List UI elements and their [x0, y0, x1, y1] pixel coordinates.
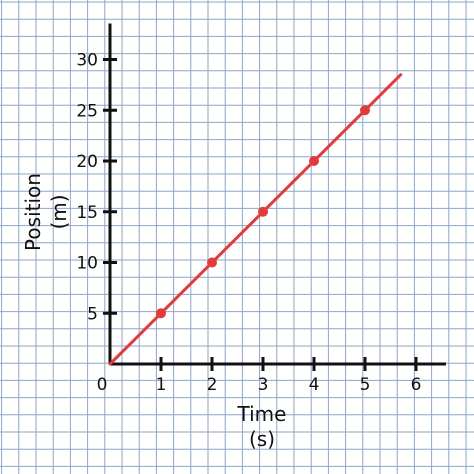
x-tick-label: 5	[360, 375, 371, 395]
x-tick-label: 1	[156, 375, 167, 395]
data-point	[360, 105, 370, 116]
data-point	[207, 257, 217, 268]
axis-titles: Time (s) Position (m)	[21, 173, 286, 451]
y-tick-label: 15	[76, 203, 98, 223]
y-tick-label: 30	[76, 51, 98, 71]
axes	[108, 23, 446, 366]
series-line	[108, 73, 403, 366]
x-axis-unit: (s)	[249, 427, 275, 451]
data-point	[309, 156, 319, 166]
y-axis-unit: (m)	[47, 194, 71, 229]
series	[108, 73, 403, 366]
data-point	[156, 308, 166, 319]
x-axis-title: Time	[237, 402, 287, 426]
y-ticks: 5 10 15 20 25 30	[76, 51, 117, 324]
x-ticks: 1 2 3 4 5 6	[156, 357, 422, 395]
y-tick-label: 20	[76, 152, 98, 172]
x-tick-label: 6	[411, 375, 422, 395]
origin-label: 0	[97, 375, 108, 395]
data-point	[258, 206, 268, 217]
x-tick-label: 4	[309, 375, 320, 395]
y-axis-title: Position	[21, 173, 45, 251]
x-tick-label: 3	[258, 375, 269, 395]
y-tick-label: 10	[76, 254, 98, 274]
y-tick-label: 25	[76, 101, 98, 121]
x-tick-label: 2	[207, 375, 218, 395]
y-tick-label: 5	[87, 304, 98, 324]
